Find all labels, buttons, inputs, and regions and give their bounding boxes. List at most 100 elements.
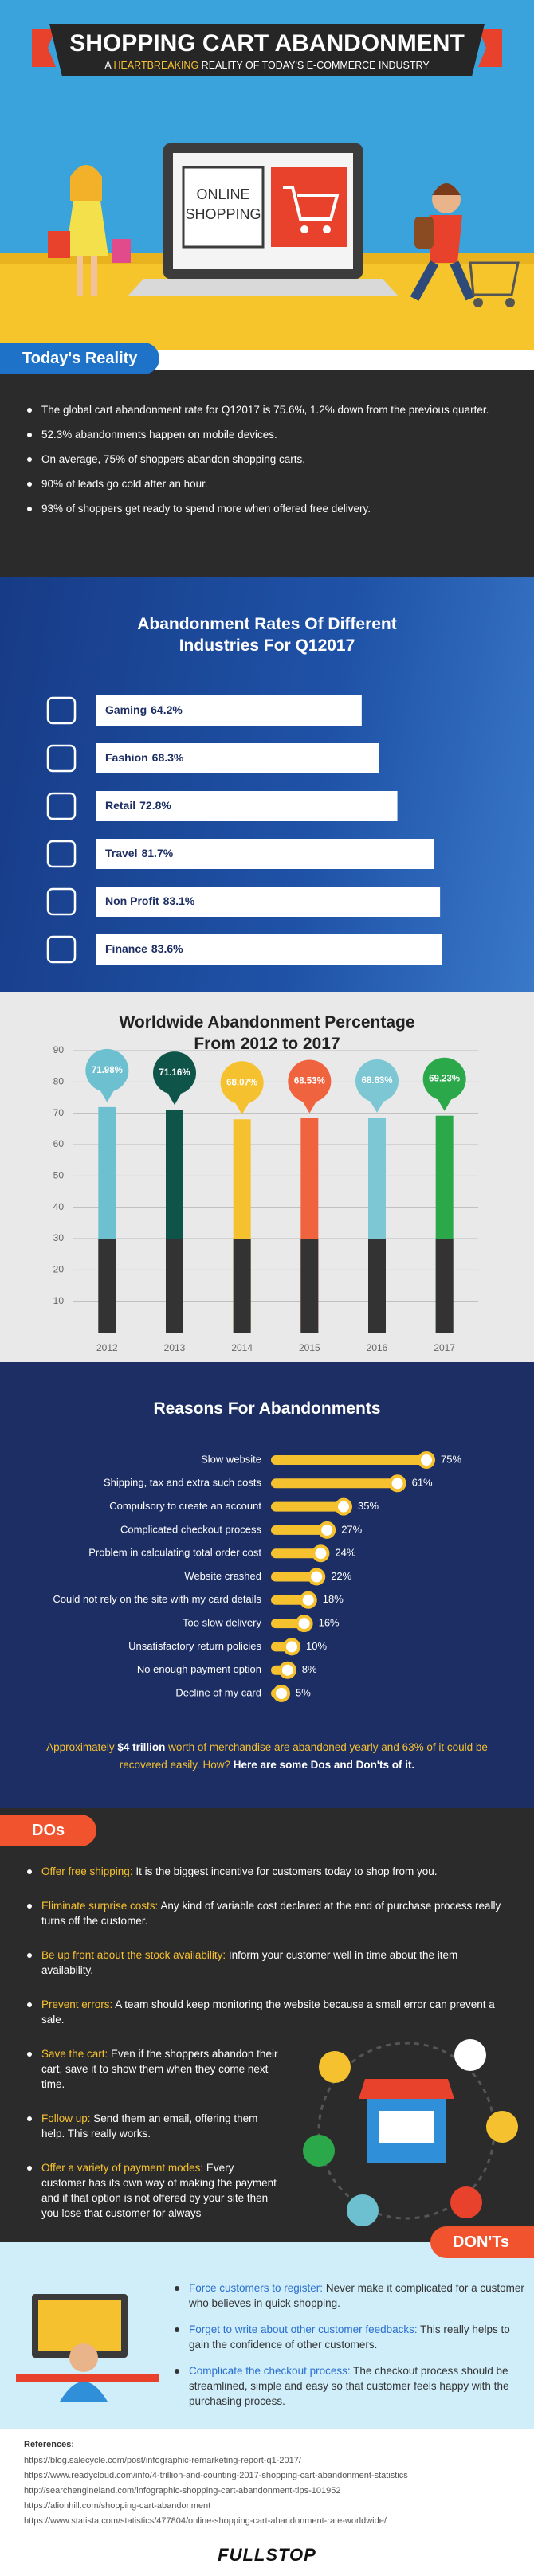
dos-text: A team should keep monitoring the websit… [41,1999,495,2026]
backpack [414,217,434,249]
reference: http://searchengineland.com/infographic-… [24,2486,341,2496]
industry-icon [46,887,77,916]
y-tick-label: Compulsory to create an account [109,1500,261,1512]
reference: https://www.readycloud.com/info/4-trilli… [24,2471,408,2480]
bar-base [435,1239,454,1333]
category: Gaming [105,703,147,716]
worldwide-chart: 10 20 30 40 50 60 70 80 90 71.98% 2012 71.16% 2013 68… [53,1044,478,1353]
value-label: 16% [319,1617,340,1629]
dos-item: Be up front about the stock availability… [24,1948,504,1978]
worldwide-title: Worldwide Abandonment Percentage From 20… [119,1013,415,1053]
donts-lead: Force customers to register: [189,2282,324,2294]
bar [271,1572,317,1582]
category: Finance [105,942,147,955]
bar [271,1478,398,1489]
trolley [469,261,520,296]
x-tick-label: 2017 [434,1342,455,1353]
pin-head [355,1059,399,1103]
dos-text: Inform your customer well in time about … [41,1949,458,1976]
bar [271,1595,308,1605]
person-head [69,2343,98,2372]
subtitle-part: REALITY OF TODAY'S E-COMMERCE INDUSTRY [198,60,430,71]
value-label: 81.7% [141,847,173,859]
pin-head [85,1048,129,1092]
woman-leg [77,256,83,296]
x-tick-label: 2016 [367,1342,388,1353]
x-tick-label: 2014 [231,1342,253,1353]
bar [96,695,362,726]
bar-end [312,1544,330,1563]
industry-icon [46,792,77,820]
value-label: 68.63% [361,1076,392,1086]
subtitle-highlight: HEARTBREAKING [113,60,198,71]
donts-illustration [16,2294,159,2402]
shop-window [379,2111,434,2143]
y-tick-label: Slow website [201,1453,261,1465]
bar-end [388,1474,406,1493]
icon-card [347,2194,379,2226]
bar [271,1548,321,1559]
reality-item: 52.3% abandonments happen on mobile devi… [24,427,502,442]
donts-text: The checkout process should be streamlin… [189,2365,509,2407]
banner-end [32,29,56,67]
x-tick-label: 2015 [299,1342,320,1353]
summary-emphasis: Here are some Dos and Don'ts of it. [233,1759,415,1771]
category: Retail [105,799,135,812]
y-tick-label: Too slow delivery [183,1617,261,1629]
man-legs [410,260,475,301]
value-label: 24% [335,1547,355,1559]
bar-base [233,1239,251,1333]
shopping-bag [112,239,131,263]
category: Fashion [105,751,148,764]
dos-tab: DOs [0,1815,97,1846]
icon-warning [319,2051,351,2083]
reasons-section: Reasons For Abandonments Slow website 75%… [0,1362,534,1808]
y-tick-label: 60 [53,1138,65,1149]
icon-mail [454,2039,486,2071]
dos-item: Save the cart: Even if the shoppers aban… [24,2046,281,2092]
donts-item: Complicate the checkout process: The che… [171,2363,532,2409]
summary-emphasis: $4 trillion [117,1741,166,1753]
bar-label: Retail 72.8% [105,799,171,812]
shop-awning [359,2079,454,2099]
woman-dress [65,201,108,256]
donts-tab: DON'Ts [430,2226,534,2258]
y-tick-label: Website crashed [184,1570,261,1582]
title: SHOPPING CART ABANDONMENT [69,30,465,57]
man-hair [432,183,461,195]
cart-wheel [323,225,331,233]
reference: https://alionhill.com/shopping-cart-aban… [24,2501,211,2511]
reasons-chart: Slow website 75% Shipping, tax and extra s… [53,1451,461,1702]
reasons-title: Reasons For Abandonments [153,1400,381,1418]
bar-end [295,1615,313,1633]
screen-text: ONLINE [196,186,249,202]
value-label: 10% [306,1640,327,1652]
x-tick-label: 2012 [96,1342,118,1353]
industry-icon [46,935,77,964]
donts-text: Never make it complicated for a customer… [189,2282,524,2309]
bar-base [300,1239,319,1333]
monitor-display [38,2300,121,2351]
cart-wheel [300,225,308,233]
subtitle: A HEARTBREAKING REALITY OF TODAY'S E-COM… [104,60,430,71]
person-body [60,2382,108,2402]
y-tick-label: 20 [53,1264,65,1275]
donts-list: Force customers to register: Never make … [171,2280,524,2420]
dos-text: It is the biggest incentive for customer… [132,1865,438,1877]
dos-item: Follow up: Send them an email, offering … [24,2111,281,2141]
bar [271,1525,328,1535]
dos-text: Even if the shoppers abandon their cart,… [41,2048,278,2090]
summary: Approximately $4 trillion worth of merch… [36,1739,498,1774]
dos-list: Offer free shipping: It is the biggest i… [24,1864,510,2240]
summary-text: worth of merchandise are abandoned yearl… [119,1741,488,1771]
bar-label: Non Profit 83.1% [105,895,195,907]
references-list: https://blog.salecycle.com/post/infograp… [24,2453,518,2529]
value-label: 71.98% [92,1066,123,1075]
donts-item: Forget to write about other customer fee… [171,2322,532,2352]
screen-box [182,166,265,249]
dos-lead: Offer free shipping: [41,1865,133,1877]
y-tick-label: Could not rely on the site with my card … [53,1593,261,1605]
value-label: 61% [412,1477,433,1489]
summary-text: Approximately [46,1741,118,1753]
